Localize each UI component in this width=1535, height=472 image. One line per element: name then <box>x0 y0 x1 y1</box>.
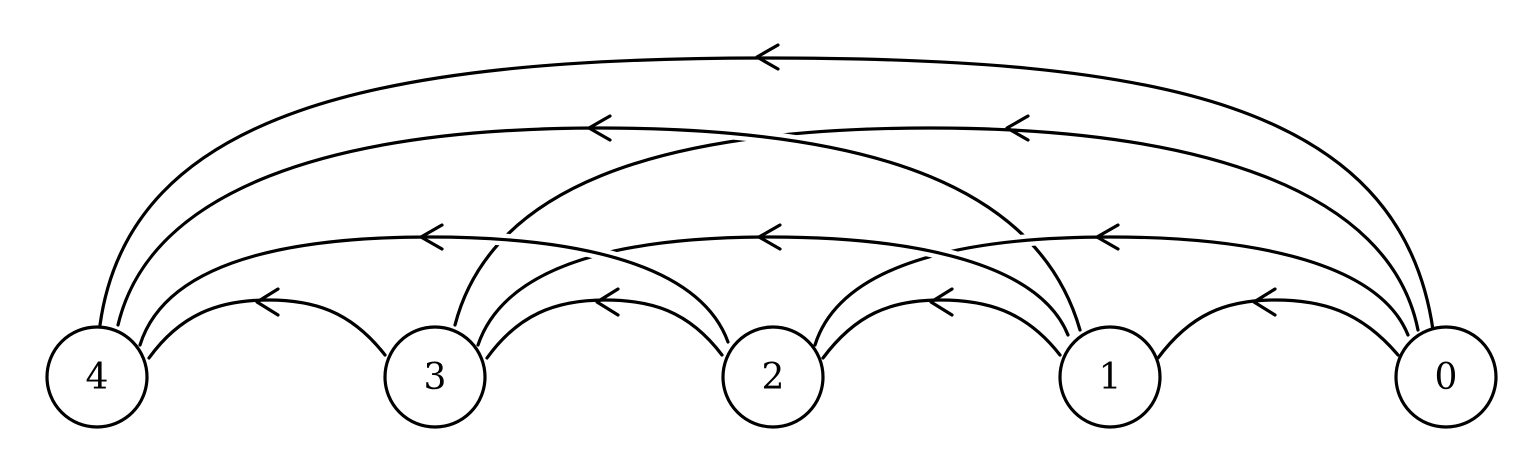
node-circle <box>383 325 487 429</box>
edge-2-to-3 <box>485 287 724 360</box>
arrowhead-icon <box>255 287 280 317</box>
node-circle <box>1394 325 1498 429</box>
node-1: 1 <box>1058 325 1162 429</box>
arrowhead-icon <box>595 287 620 317</box>
node-label: 0 <box>1435 357 1458 398</box>
arrowhead-icon <box>1095 223 1120 251</box>
edge-1-to-3 <box>472 223 1074 348</box>
node-circle <box>45 325 149 429</box>
edge-3-to-4 <box>147 287 387 360</box>
node-circle <box>721 325 825 429</box>
edge-0-to-3 <box>449 114 1424 332</box>
arrowhead-icon <box>1252 287 1277 317</box>
node-0: 0 <box>1394 325 1498 429</box>
node-2: 2 <box>721 325 825 429</box>
arrowhead-icon <box>419 223 444 251</box>
node-label: 2 <box>762 357 785 398</box>
edge-0-to-4 <box>98 43 1435 332</box>
arrowhead-icon <box>1005 114 1030 142</box>
arrowhead-icon <box>757 223 782 251</box>
node-label: 3 <box>424 357 447 398</box>
node-label: 4 <box>86 357 109 398</box>
node-3: 3 <box>383 325 487 429</box>
arrowhead-icon <box>587 114 612 142</box>
node-circle <box>1058 325 1162 429</box>
node-label: 1 <box>1099 357 1122 398</box>
edge-1-to-2 <box>821 287 1062 360</box>
edge-0-to-2 <box>809 223 1414 347</box>
edge-0-to-1 <box>1156 287 1400 360</box>
edge-2-to-4 <box>134 223 734 347</box>
edge-1-to-4 <box>112 114 1086 332</box>
arrowhead-icon <box>755 43 780 71</box>
node-4: 4 <box>45 325 149 429</box>
arrowhead-icon <box>929 287 954 317</box>
